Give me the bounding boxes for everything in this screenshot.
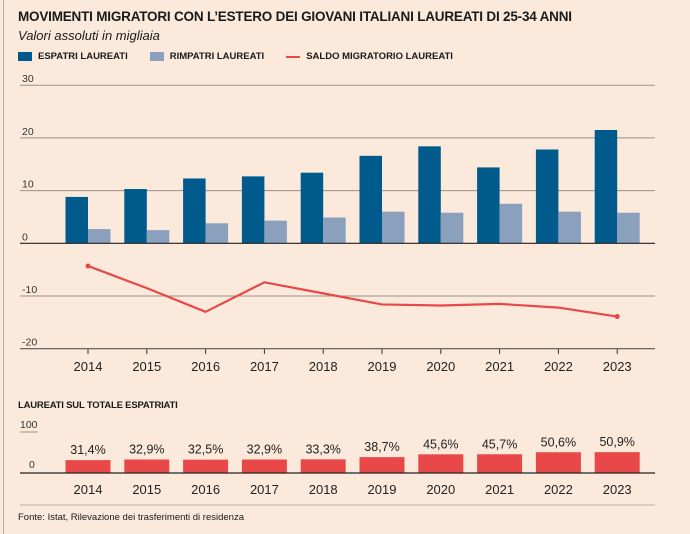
bar-espatri [477,167,500,244]
bar-rimpatri [205,223,229,244]
x-tick-label: 2015 [132,359,161,374]
bar-espatri [124,189,147,244]
x-tick-label: 2017 [250,482,279,497]
bar-share [124,459,170,473]
legend-swatch-saldo [286,55,301,58]
chart-title: MOVIMENTI MIGRATORI CON L’ESTERO DEI GIO… [18,9,572,24]
bar-share [241,459,287,473]
legend-item-espatri: ESPATRI LAUREATI [18,51,128,62]
x-tick-label: 2020 [426,482,455,497]
x-tick-label: 2022 [544,359,573,374]
y-tick-label: 30 [22,73,34,85]
bar-espatri [418,146,441,244]
x-tick-label: 2014 [74,359,103,374]
x-tick-label: 2023 [603,482,632,497]
bar-rimpatri [558,211,581,244]
bar-espatri [241,176,265,244]
bar-rimpatri [88,229,111,244]
x-tick-label: 2021 [485,359,514,374]
chart-subtitle: Valori assoluti in migliaia [18,28,160,43]
data-label: 32,9% [129,443,164,457]
data-label: 45,6% [423,437,458,451]
x-tick-label: 2021 [485,482,514,497]
line-saldo-endpoint [614,314,620,320]
bar-rimpatri [382,211,405,244]
bar-share [359,457,405,473]
data-label: 50,6% [541,435,576,449]
line-saldo-endpoint [85,263,91,269]
x-tick-label: 2017 [250,359,279,374]
x-tick-label: 2019 [368,482,397,497]
x-tick-label: 2019 [368,359,397,374]
bar-espatri [359,155,382,244]
y-tick-label: -20 [22,337,37,349]
bar-share [477,454,523,473]
frame-border [3,0,4,534]
y-tick-label: 0 [22,231,28,243]
bar-espatri [65,196,88,244]
x-tick-label: 2020 [426,359,455,374]
data-label: 32,5% [188,443,223,457]
legend-swatch-rimpatri [149,52,164,61]
bar-rimpatri [440,212,464,244]
bar-rimpatri [499,203,523,244]
x-tick-label: 2015 [132,482,161,497]
bar-espatri [535,149,559,244]
legend-label: ESPATRI LAUREATI [38,51,128,62]
bar-share [300,459,346,473]
y-tick-label: 0 [29,459,35,471]
bar-share [65,460,111,473]
line-saldo [87,264,618,318]
y-tick-label: 10 [22,179,34,191]
bar-share [594,452,640,473]
bar-rimpatri [146,230,170,244]
source-note: Fonte: Istat, Rilevazione dei trasferime… [18,512,244,523]
y-tick-label: 20 [22,126,34,138]
bar-share [183,459,229,473]
y-tick-label: -10 [22,284,37,296]
bar-espatri [300,172,324,244]
data-label: 45,7% [482,437,517,451]
data-label: 38,7% [364,440,399,454]
bar-espatri [183,178,206,244]
x-tick-label: 2016 [191,359,220,374]
bar-rimpatri [264,220,287,244]
data-label: 33,3% [305,442,340,456]
bar-rimpatri [323,217,346,244]
x-tick-label: 2014 [74,482,103,497]
x-tick-label: 2022 [544,482,573,497]
x-tick-label: 2023 [603,359,632,374]
y-tick-label: 100 [20,419,38,431]
share-chart-title: LAUREATI SUL TOTALE ESPATRIATI [18,400,178,411]
bar-share [535,452,581,473]
x-tick-label: 2018 [309,359,338,374]
legend-label: SALDO MIGRATORIO LAUREATI [306,51,453,62]
legend: ESPATRI LAUREATI RIMPATRI LAUREATI SALDO… [18,51,453,62]
x-tick-label: 2016 [191,482,220,497]
legend-item-rimpatri: RIMPATRI LAUREATI [149,51,265,62]
bar-rimpatri [617,212,640,244]
bar-share [418,454,464,473]
legend-label: RIMPATRI LAUREATI [169,51,265,62]
bar-espatri [594,129,618,244]
x-tick-label: 2018 [309,482,338,497]
data-label: 31,4% [70,443,105,457]
data-label: 50,9% [599,435,634,449]
data-label: 32,9% [247,443,282,457]
legend-item-saldo: SALDO MIGRATORIO LAUREATI [286,51,453,62]
legend-swatch-espatri [18,52,32,61]
